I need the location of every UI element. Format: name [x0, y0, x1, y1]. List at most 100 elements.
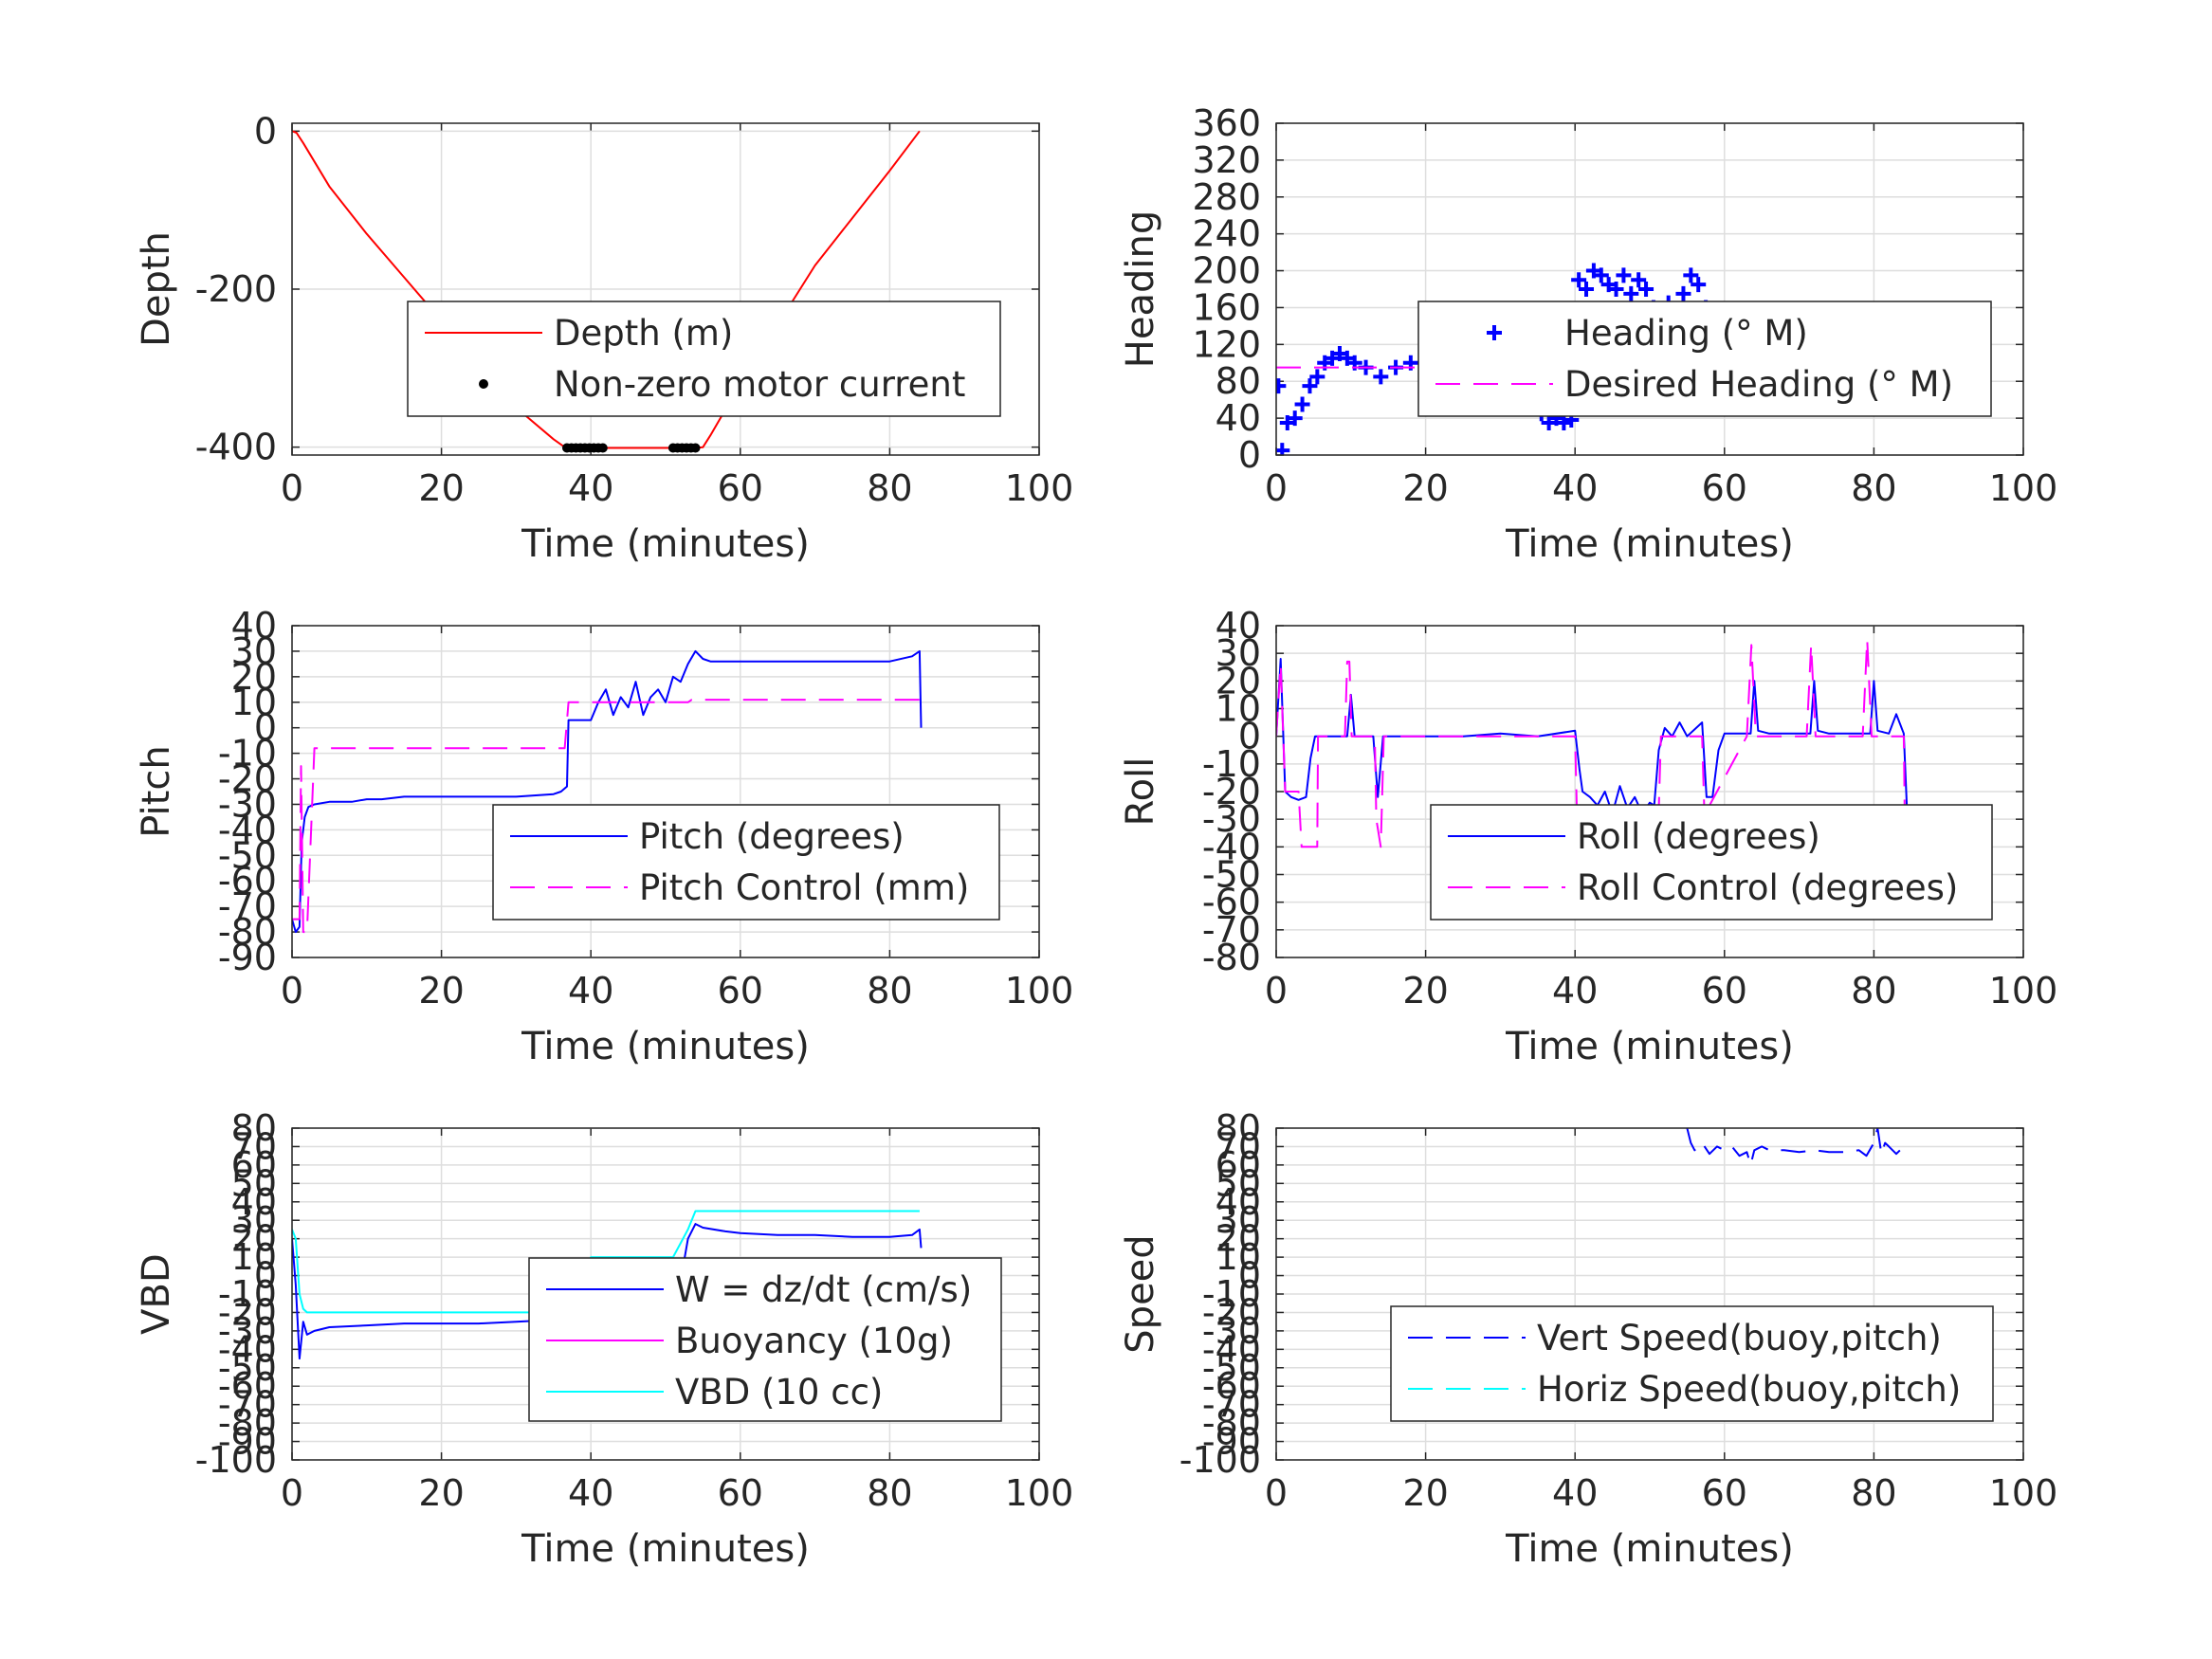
heading-series-0-plus-marker	[1616, 267, 1632, 283]
speed-y-tick-label: 0	[1238, 1255, 1261, 1297]
speed-y-tick-label: 30	[1216, 1199, 1261, 1241]
speed-y-tick-label: 70	[1216, 1125, 1261, 1167]
pitch-y-tick-label: -40	[218, 809, 277, 850]
speed-y-tick-label: -60	[1202, 1365, 1261, 1407]
depth-legend-label: Non-zero motor current	[554, 364, 965, 405]
pitch-axes-frame	[291, 625, 1040, 958]
vbd-legend-label: VBD (10 cc)	[675, 1372, 883, 1413]
depth-legend-swatch	[479, 379, 488, 389]
depth-series-1-marker	[690, 443, 701, 453]
speed-x-tick-label: 80	[1851, 1472, 1896, 1514]
heading-series-0-plus-marker	[1302, 378, 1318, 394]
pitch-plot-area	[292, 649, 923, 934]
heading-y-tick-label: 360	[1192, 102, 1261, 144]
pitch-y-tick-label: 30	[231, 630, 277, 672]
heading-series-0-plus-marker	[1593, 267, 1609, 283]
vbd-y-tick-label: -10	[218, 1273, 277, 1315]
vbd-x-tick-label: 20	[418, 1472, 464, 1514]
vbd-y-tick-label: -60	[218, 1365, 277, 1407]
heading-series-0-plus-marker	[1579, 282, 1595, 297]
vbd-x-tick-label: 80	[867, 1472, 912, 1514]
speed-x-tick-label: 0	[1265, 1472, 1288, 1514]
roll-y-tick-label: 30	[1216, 632, 1261, 674]
speed-axes-frame	[1275, 1127, 2024, 1461]
depth-x-tick-label: 20	[418, 467, 464, 509]
depth-y-tick-label: 0	[254, 110, 277, 152]
vbd-chart: 0 20 40 60 80 100-100-90-80-70-60-50-40-30-20…	[135, 1107, 1073, 1571]
roll-legend: Roll (degrees) Roll Control (degrees)	[1430, 804, 1993, 921]
heading-y-tick-label: 120	[1192, 323, 1261, 365]
pitch-legend: Pitch (degrees) Pitch Control (mm)	[492, 804, 1000, 921]
speed-y-tick-label: 60	[1216, 1144, 1261, 1186]
roll-y-tick-label: -30	[1202, 798, 1261, 840]
pitch-legend-box	[492, 804, 1000, 921]
vbd-y-tick-label: -80	[218, 1402, 277, 1444]
speed-series-0-line	[1686, 1128, 1905, 1166]
vbd-y-tick-label: -90	[218, 1421, 277, 1463]
speed-y-tick-label: -80	[1202, 1402, 1261, 1444]
speed-y-tick-label: -100	[1179, 1439, 1261, 1481]
heading-y-tick-label: 320	[1192, 139, 1261, 181]
heading-series-0-plus-marker	[1675, 285, 1691, 301]
roll-legend-label: Roll (degrees)	[1577, 816, 1820, 857]
roll-axes-frame	[1275, 625, 2024, 958]
heading-x-tick-label: 100	[1989, 467, 2058, 509]
pitch-y-tick-label: -90	[218, 937, 277, 978]
roll-y-tick-label: 10	[1216, 688, 1261, 730]
depth-y-tick-label: -200	[195, 268, 277, 310]
pitch-y-tick-label: -70	[218, 885, 277, 927]
vbd-y-tick-label: 60	[231, 1144, 277, 1186]
roll-y-tick-label: -20	[1202, 771, 1261, 812]
vbd-legend-label: Buoyancy (10g)	[675, 1321, 953, 1361]
speed-legend: Vert Speed(buoy,pitch) Horiz Speed(buoy,p…	[1390, 1305, 1994, 1422]
heading-y-tick-label: 280	[1192, 176, 1261, 218]
roll-y-tick-label: -10	[1202, 743, 1261, 785]
heading-legend-box	[1417, 301, 1992, 417]
vbd-y-tick-label: 40	[231, 1181, 277, 1223]
pitch-x-tick-label: 0	[281, 970, 303, 1012]
heading-x-tick-label: 80	[1851, 467, 1896, 509]
depth-x-tick-label: 40	[568, 467, 613, 509]
vbd-y-tick-label: 70	[231, 1125, 277, 1167]
depth-x-tick-label: 0	[281, 467, 303, 509]
depth-x-tick-label: 100	[1005, 467, 1074, 509]
roll-x-tick-label: 20	[1402, 970, 1448, 1012]
heading-y-tick-label: 0	[1238, 434, 1261, 476]
heading-series-0-plus-marker	[1556, 414, 1572, 430]
roll-y-tick-label: -50	[1202, 854, 1261, 896]
vbd-x-tick-label: 40	[568, 1472, 613, 1514]
pitch-y-axis-label: Pitch	[135, 745, 178, 837]
pitch-x-tick-label: 20	[418, 970, 464, 1012]
heading-legend-label: Desired Heading (° M)	[1564, 364, 1953, 405]
pitch-y-tick-label: -30	[218, 783, 277, 825]
heading-x-tick-label: 40	[1552, 467, 1598, 509]
vbd-legend-label: W = dz/dt (cm/s)	[675, 1269, 972, 1310]
roll-y-tick-label: 0	[1238, 716, 1261, 757]
speed-y-tick-label: -20	[1202, 1291, 1261, 1333]
depth-legend: Depth (m) Non-zero motor current	[407, 301, 1001, 417]
heading-series-0-plus-marker	[1691, 277, 1707, 293]
heading-y-tick-label: 160	[1192, 286, 1261, 328]
heading-axes-frame	[1275, 122, 2024, 456]
vbd-y-tick-label: 20	[231, 1218, 277, 1260]
roll-y-tick-label: -70	[1202, 909, 1261, 951]
vbd-x-tick-label: 0	[281, 1472, 303, 1514]
roll-x-tick-label: 100	[1989, 970, 2058, 1012]
heading-legend-label: Heading (° M)	[1564, 313, 1808, 354]
heading-y-tick-label: 40	[1216, 397, 1261, 439]
roll-x-tick-label: 40	[1552, 970, 1598, 1012]
roll-legend-box	[1430, 804, 1993, 921]
speed-y-tick-label: 20	[1216, 1218, 1261, 1260]
heading-series-0-plus-marker	[1276, 378, 1287, 394]
speed-y-tick-label: -70	[1202, 1384, 1261, 1426]
vbd-y-tick-label: 0	[254, 1255, 277, 1297]
speed-x-tick-label: 100	[1989, 1472, 2058, 1514]
heading-y-axis-label: Heading	[1119, 210, 1162, 368]
vbd-y-tick-label: -40	[218, 1328, 277, 1370]
heading-series-0-plus-marker	[1608, 282, 1624, 297]
pitch-legend-label: Pitch (degrees)	[639, 816, 905, 857]
speed-y-tick-label: 40	[1216, 1181, 1261, 1223]
heading-chart: 0 20 40 60 80 10004080120160200240280320360Ti…	[1119, 102, 2057, 566]
roll-chart: 0 20 40 60 80 100-80-70-60-50-40-30-20-100102…	[1119, 605, 2057, 1068]
